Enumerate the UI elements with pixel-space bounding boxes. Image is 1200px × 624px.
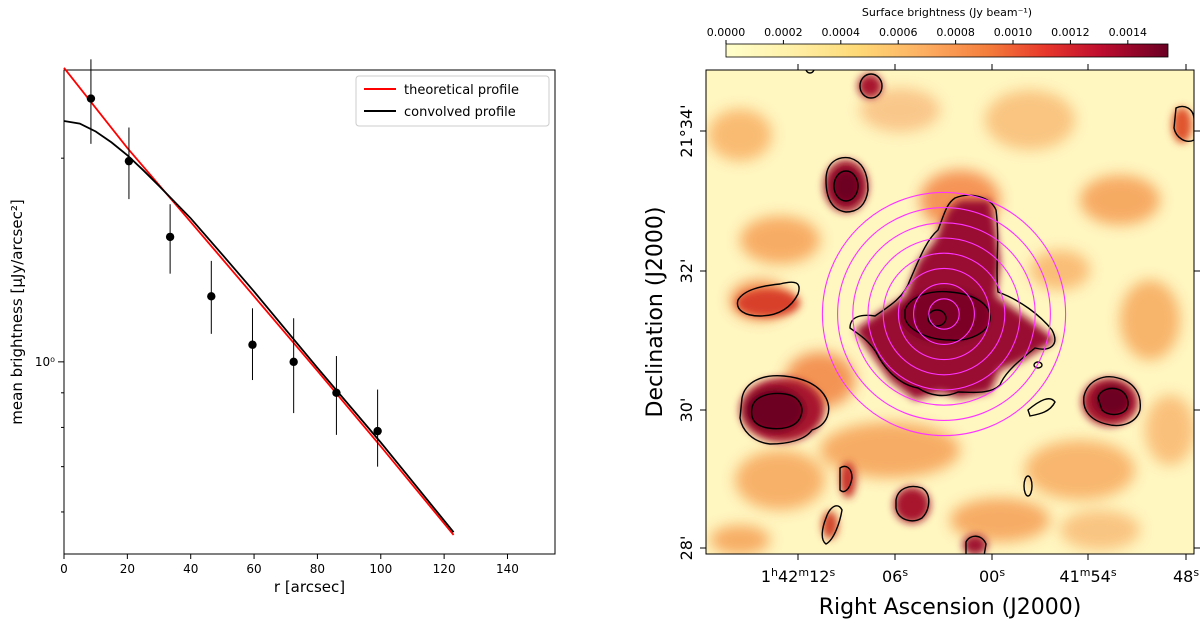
x-axis-label: r [arcsec] (274, 578, 345, 596)
x-tick-label: 120 (433, 562, 456, 576)
ra-tick-label: 41m54s (1059, 566, 1116, 587)
data-point (332, 388, 341, 398)
plot-area (63, 69, 556, 555)
x-tick-label: 100 (369, 562, 392, 576)
map-frame (705, 69, 1195, 555)
legend-box (355, 75, 550, 127)
annulus (867, 237, 1021, 391)
annulus (897, 267, 991, 361)
y-tick-label: 10⁰ (35, 355, 55, 369)
colorbar-tick-label: 0.0014 (1109, 26, 1148, 39)
colorbar-tick-label: 0.0002 (764, 26, 803, 39)
dec-tick-label: 28' (677, 536, 696, 561)
x-ticks: 0 20 40 60 80 100 120 140 (60, 554, 519, 576)
colorbar-tick-label: 0.0010 (994, 26, 1033, 39)
data-points (86, 59, 382, 467)
data-point (248, 340, 257, 349)
x-tick-label: 0 (60, 562, 68, 576)
ra-axis-label: Right Ascension (J2000) (819, 595, 1082, 620)
annuli (821, 191, 1067, 437)
annulus (882, 252, 1006, 376)
ra-tick-label: 06s (882, 566, 908, 587)
colorbar-ticks: 0.0000 0.0002 0.0004 0.0006 0.0008 0.0010 0.00… (707, 26, 1147, 44)
colorbar-tick-label: 0.0006 (879, 26, 918, 39)
ra-tick-label: 1h42m12s (761, 566, 836, 587)
annulus (928, 298, 960, 330)
colorbar-tick-label: 0.0000 (707, 26, 746, 39)
ra-ticks: 1h42m12s 06s 00s 41m54s 48s (761, 64, 1199, 586)
dec-tick-label: 32' (677, 259, 696, 284)
dec-axis-label: Declination (J2000) (643, 207, 668, 418)
colorbar (725, 43, 1169, 58)
annulus (821, 191, 1067, 437)
colorbar-label: Surface brightness (Jy beam⁻¹) (862, 6, 1032, 19)
profile-lines (63, 67, 455, 536)
data-point (86, 94, 96, 103)
data-point (289, 357, 298, 367)
map-image (706, 70, 1194, 554)
x-tick-label: 40 (183, 562, 198, 576)
x-tick-label: 20 (120, 562, 135, 576)
dec-tick-label: 30' (677, 398, 696, 423)
legend-label-convolved: convolved profile (404, 105, 516, 120)
colorbar-tick-label: 0.0012 (1051, 26, 1090, 39)
legend: theoretical profile convolved profile (355, 75, 550, 127)
colorbar-tick-label: 0.0008 (936, 26, 975, 39)
x-tick-label: 140 (496, 562, 519, 576)
dec-ticks: 21°34' 32' 30' 28' (677, 104, 1200, 560)
data-point (373, 426, 382, 436)
surface-brightness-map: Surface brightness (Jy beam⁻¹) 0.0000 0.0… (643, 6, 1200, 620)
series-line-theoretical (63, 67, 455, 536)
series-line-convolved (63, 120, 455, 533)
data-point (207, 292, 216, 301)
data-point (165, 232, 175, 242)
annulus (837, 207, 1051, 421)
legend-label-theoretical: theoretical profile (404, 83, 519, 98)
y-axis-label: mean brightness [μJy/arcsec²] (8, 199, 26, 424)
data-point (124, 156, 134, 166)
dec-tick-label: 21°34' (677, 104, 696, 157)
x-tick-label: 60 (246, 562, 261, 576)
ra-tick-label: 00s (979, 566, 1005, 587)
radial-profile-chart: 0 20 40 60 80 100 120 140 10⁰ r [arcsec] mean b… (8, 59, 556, 596)
ra-tick-label: 48s (1173, 566, 1199, 587)
annulus (913, 283, 975, 345)
x-tick-label: 80 (310, 562, 325, 576)
annulus (852, 222, 1036, 406)
y-ticks: 10⁰ (35, 157, 64, 513)
colorbar-tick-label: 0.0004 (822, 26, 861, 39)
